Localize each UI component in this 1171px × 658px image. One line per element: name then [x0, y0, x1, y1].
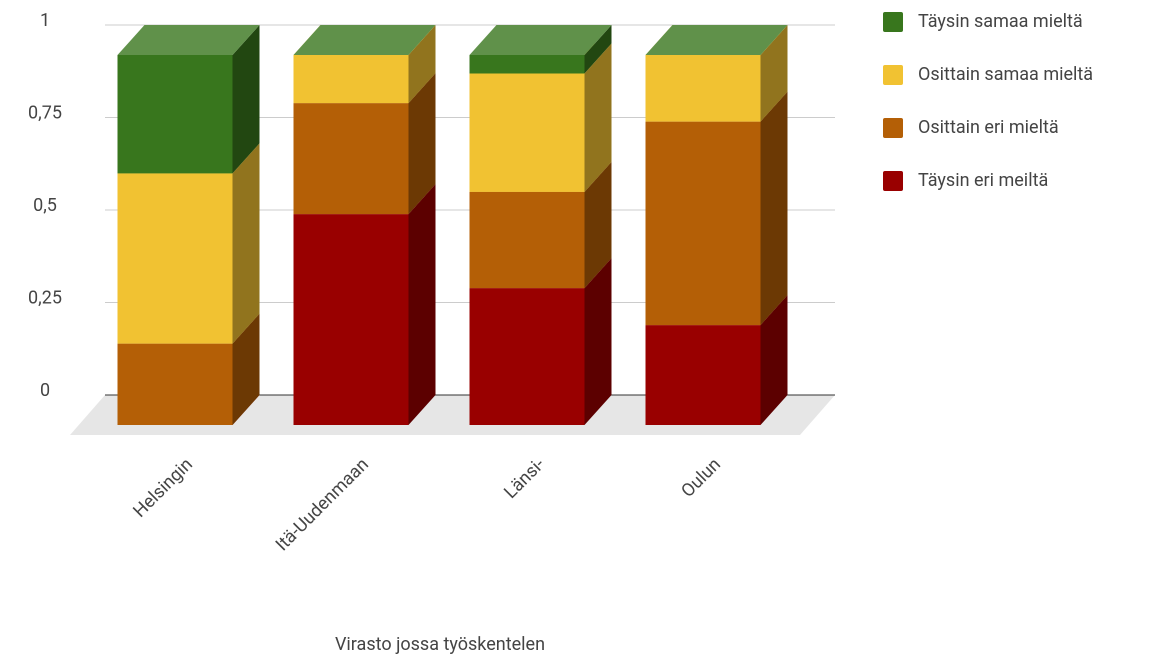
x-axis-title: Virasto jossa työskentelen [335, 634, 545, 655]
floor [70, 395, 835, 435]
bar-side [408, 25, 436, 104]
legend-swatch [883, 65, 903, 85]
bar [293, 214, 409, 425]
x-tick-label: Länsi- [500, 454, 549, 503]
bar-side [232, 313, 260, 425]
bar [293, 103, 409, 215]
bar-side [584, 258, 612, 425]
y-tick-label: 0,5 [33, 195, 57, 216]
bar [117, 55, 233, 174]
bar-top [469, 25, 612, 55]
bar-top [293, 25, 436, 55]
legend-swatch [883, 12, 903, 32]
bar-side [584, 161, 612, 289]
x-tick-label: Helsingin [129, 454, 197, 522]
bar-top [117, 25, 260, 55]
bar [469, 73, 585, 192]
legend-label: Täysin eri meiltä [918, 170, 1048, 191]
legend-label: Osittain eri mieltä [918, 117, 1059, 138]
bar-side [760, 25, 788, 122]
x-tick-label: Itä-Uudenmaan [272, 454, 373, 555]
bar [645, 325, 761, 425]
bar-side [584, 43, 612, 192]
bar [645, 121, 761, 326]
bar-side [760, 91, 788, 326]
legend-swatch [883, 118, 903, 138]
y-tick-label: 0,75 [28, 102, 62, 123]
bar-side [760, 295, 788, 425]
bar-side [408, 184, 436, 425]
x-tick-label: Oulun [677, 454, 725, 502]
bar [117, 173, 233, 344]
bar-top [645, 25, 788, 55]
bar [117, 343, 233, 425]
bar-side [408, 73, 436, 215]
y-tick-label: 0,25 [28, 287, 62, 308]
bar [293, 55, 409, 104]
bar [469, 288, 585, 425]
bar [469, 191, 585, 289]
y-tick-label: 1 [40, 10, 50, 31]
bar-side [584, 25, 612, 74]
y-tick-label: 0 [40, 380, 50, 401]
bar [469, 55, 585, 74]
bar [645, 55, 761, 122]
legend-swatch [883, 171, 903, 191]
legend-label: Täysin samaa mieltä [918, 11, 1083, 32]
legend-label: Osittain samaa mieltä [918, 64, 1093, 85]
bar-side [232, 143, 260, 344]
bar-side [232, 25, 260, 174]
